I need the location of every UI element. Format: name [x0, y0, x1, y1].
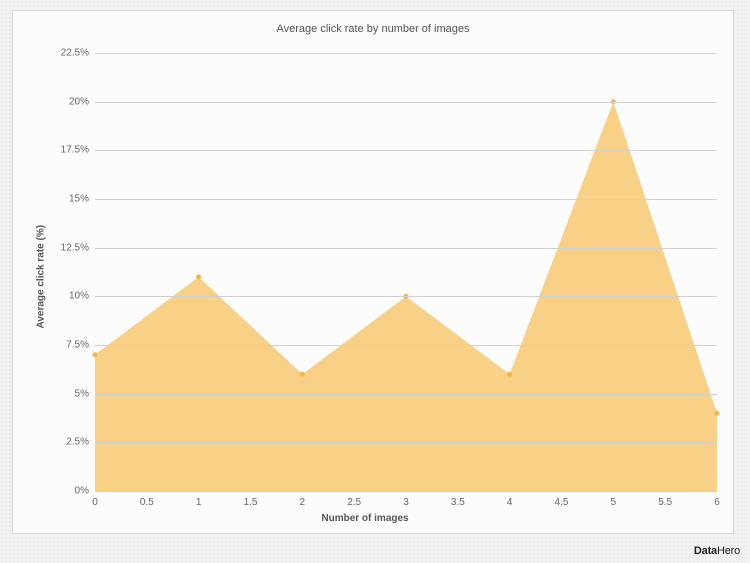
area-svg — [95, 53, 717, 491]
attribution-light: Hero — [717, 545, 740, 557]
x-tick-label: 5.5 — [658, 491, 672, 508]
data-point — [196, 274, 201, 279]
y-tick-label: 10% — [69, 291, 95, 302]
gridline — [95, 199, 717, 200]
y-tick-label: 12.5% — [61, 242, 95, 253]
y-tick-label: 17.5% — [61, 145, 95, 156]
y-tick-label: 2.5% — [66, 437, 95, 448]
x-tick-label: 6 — [714, 491, 720, 508]
gridline — [95, 102, 717, 103]
x-tick-label: 5 — [611, 491, 617, 508]
y-tick-label: 7.5% — [66, 340, 95, 351]
x-tick-label: 0.5 — [140, 491, 154, 508]
y-tick-label: 22.5% — [61, 48, 95, 59]
x-tick-label: 3.5 — [451, 491, 465, 508]
data-point — [93, 352, 98, 357]
gridline — [95, 394, 717, 395]
data-point — [507, 372, 512, 377]
plot-area: 0%2.5%5%7.5%10%12.5%15%17.5%20%22.5%00.5… — [95, 53, 717, 491]
gridline — [95, 296, 717, 297]
x-tick-label: 2 — [300, 491, 306, 508]
gridline — [95, 150, 717, 151]
attribution: DataHero — [694, 545, 740, 557]
x-tick-label: 1.5 — [244, 491, 258, 508]
chart-title: Average click rate by number of images — [13, 23, 733, 35]
y-tick-label: 15% — [69, 194, 95, 205]
attribution-bold: Data — [694, 545, 717, 557]
gridline — [95, 345, 717, 346]
chart-card: Average click rate by number of images A… — [12, 10, 734, 534]
x-tick-label: 0 — [92, 491, 98, 508]
y-tick-label: 5% — [75, 388, 95, 399]
x-tick-label: 4.5 — [555, 491, 569, 508]
x-tick-label: 1 — [196, 491, 202, 508]
gridline — [95, 248, 717, 249]
x-axis-label: Number of images — [321, 513, 408, 524]
y-tick-label: 20% — [69, 96, 95, 107]
x-tick-label: 4 — [507, 491, 513, 508]
x-tick-label: 3 — [403, 491, 409, 508]
x-tick-label: 2.5 — [347, 491, 361, 508]
gridline — [95, 53, 717, 54]
gridline — [95, 442, 717, 443]
y-axis-label: Average click rate (%) — [36, 229, 47, 329]
data-point — [300, 372, 305, 377]
data-point — [715, 411, 720, 416]
